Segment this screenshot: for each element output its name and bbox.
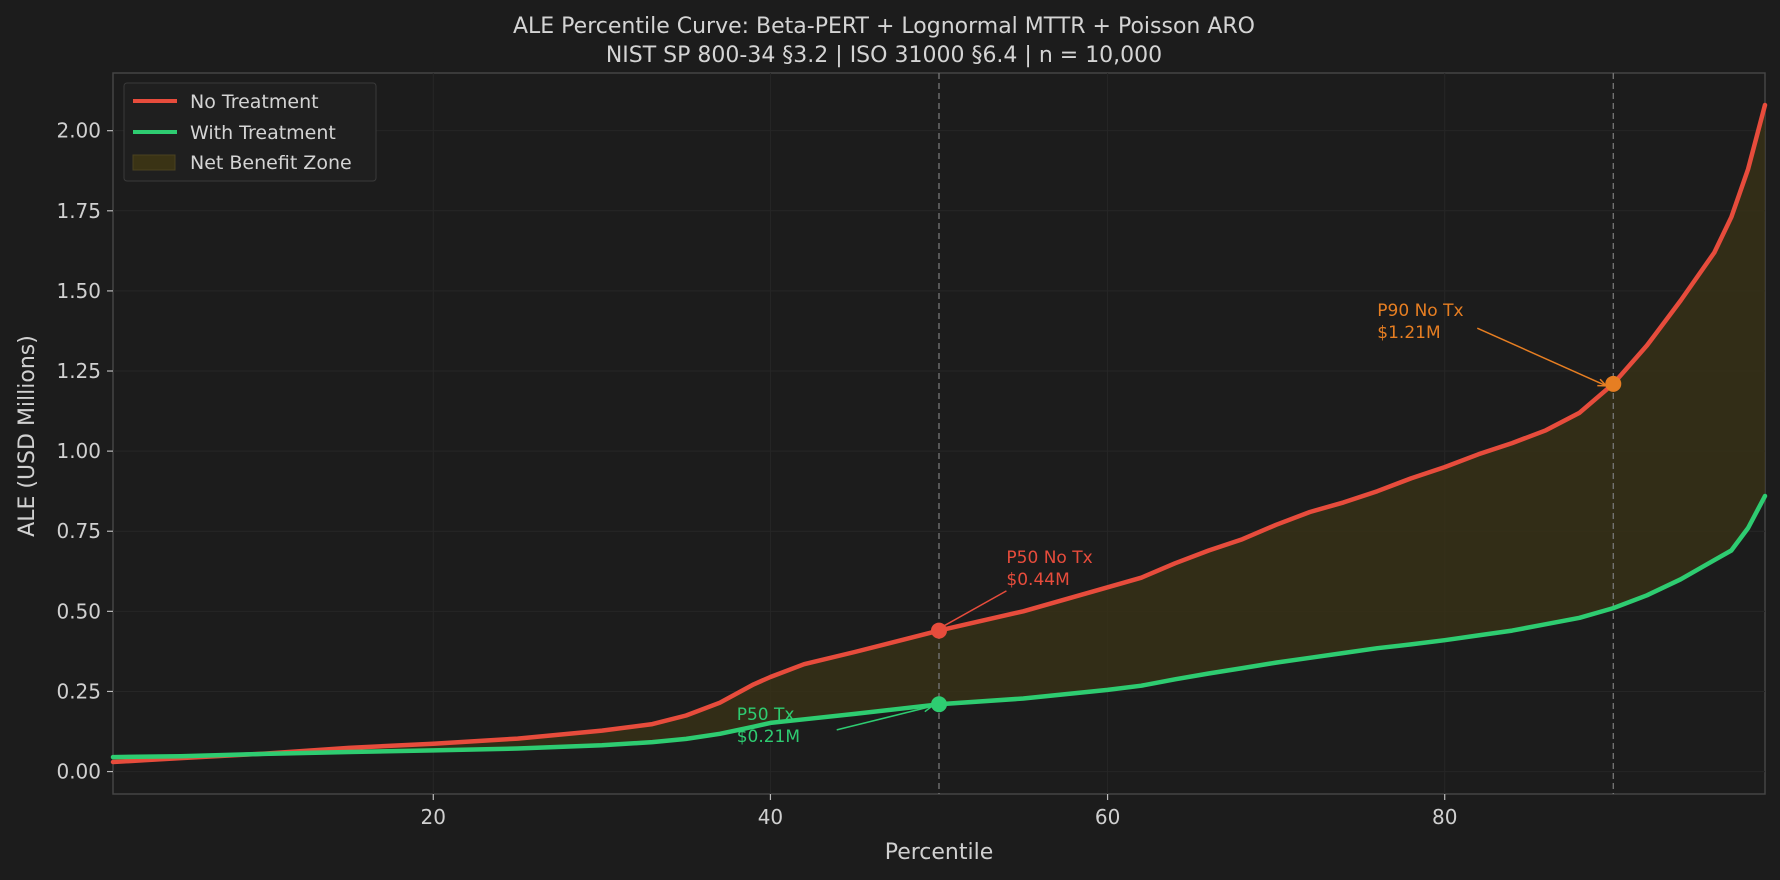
chart-subtitle: NIST SP 800-34 §3.2 | ISO 31000 §6.4 | n…	[606, 43, 1162, 68]
x-tick-label: 40	[758, 805, 783, 829]
y-tick-label: 1.75	[56, 199, 101, 223]
y-tick-label: 0.75	[56, 519, 101, 543]
annotation-label-1: P50 Tx	[737, 705, 795, 725]
net-benefit-zone	[113, 105, 1765, 762]
annotation-arrowhead-1	[922, 704, 934, 713]
x-tick-label: 20	[421, 805, 446, 829]
annotation-label-0: P50 No Tx	[1006, 548, 1092, 568]
annotation-layer: P50 No Tx$0.44M P50 Tx$0.21M P90 No Tx$1.2…	[737, 301, 1609, 747]
y-axis-label: ALE (USD Millions)	[15, 335, 40, 537]
annotation-arrow-1	[836, 705, 933, 731]
annotation-arrowhead-2	[1597, 378, 1609, 387]
x-axis-ticks: 20 40 60 80	[421, 794, 1457, 829]
x-axis-label: Percentile	[885, 840, 994, 865]
y-tick-label: 0.25	[56, 679, 101, 703]
reference-lines	[938, 73, 1614, 794]
y-tick-label: 1.00	[56, 439, 101, 463]
annotation-arrow-2	[1476, 327, 1607, 387]
annotation-value-0: $0.44M	[1006, 570, 1069, 590]
x-tick-label: 60	[1095, 805, 1120, 829]
y-tick-label: 0.00	[56, 760, 101, 784]
legend-label-net-benefit-zone: Net Benefit Zone	[190, 152, 352, 174]
y-axis-ticks: 0.00 0.25 0.50 0.75 1.00 1.25 1.50 1.75 2.00	[56, 119, 113, 784]
legend-frame	[123, 82, 377, 182]
series-line-with-treatment	[110, 493, 1768, 760]
legend-label-with-treatment: With Treatment	[190, 122, 336, 144]
marker-layer	[931, 375, 1622, 713]
chart-title: ALE Percentile Curve: Beta-PERT + Lognor…	[513, 14, 1255, 39]
y-tick-label: 0.50	[56, 599, 101, 623]
annotation-arrowhead-0	[930, 625, 941, 634]
legend-label-no-treatment: No Treatment	[190, 91, 319, 113]
plot-area: P50 No Tx$0.44M P50 Tx$0.21M P90 No Tx$1.2…	[110, 72, 1768, 795]
y-tick-label: 1.50	[56, 279, 101, 303]
legend-swatch-net-benefit-zone	[132, 154, 176, 171]
x-tick-label: 80	[1432, 805, 1457, 829]
annotation-arrow-0	[931, 590, 1007, 634]
legend: No Treatment With Treatment Net Benefit …	[123, 82, 377, 182]
y-tick-label: 1.25	[56, 359, 101, 383]
annotation-label-2: P90 No Tx	[1377, 301, 1463, 321]
net-benefit-zone-layer	[113, 105, 1765, 762]
annotation-value-1: $0.21M	[737, 727, 800, 747]
annotation-value-2: $1.21M	[1377, 323, 1440, 343]
marker-50-0.21	[931, 696, 947, 713]
marker-90-1.21	[1605, 375, 1622, 392]
y-tick-label: 2.00	[56, 119, 101, 143]
